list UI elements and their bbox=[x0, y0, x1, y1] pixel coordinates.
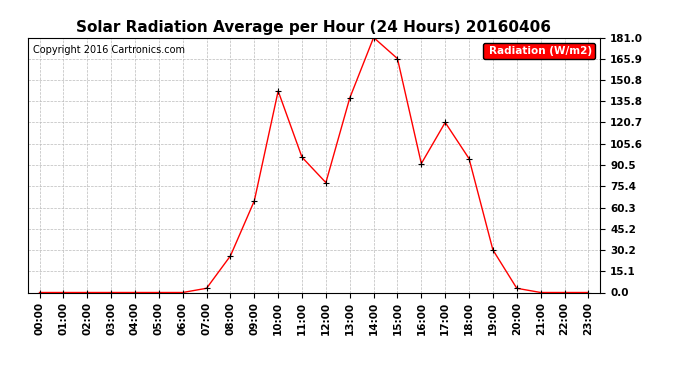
Legend: Radiation (W/m2): Radiation (W/m2) bbox=[482, 43, 595, 59]
Text: Copyright 2016 Cartronics.com: Copyright 2016 Cartronics.com bbox=[33, 45, 186, 55]
Title: Solar Radiation Average per Hour (24 Hours) 20160406: Solar Radiation Average per Hour (24 Hou… bbox=[77, 20, 551, 35]
